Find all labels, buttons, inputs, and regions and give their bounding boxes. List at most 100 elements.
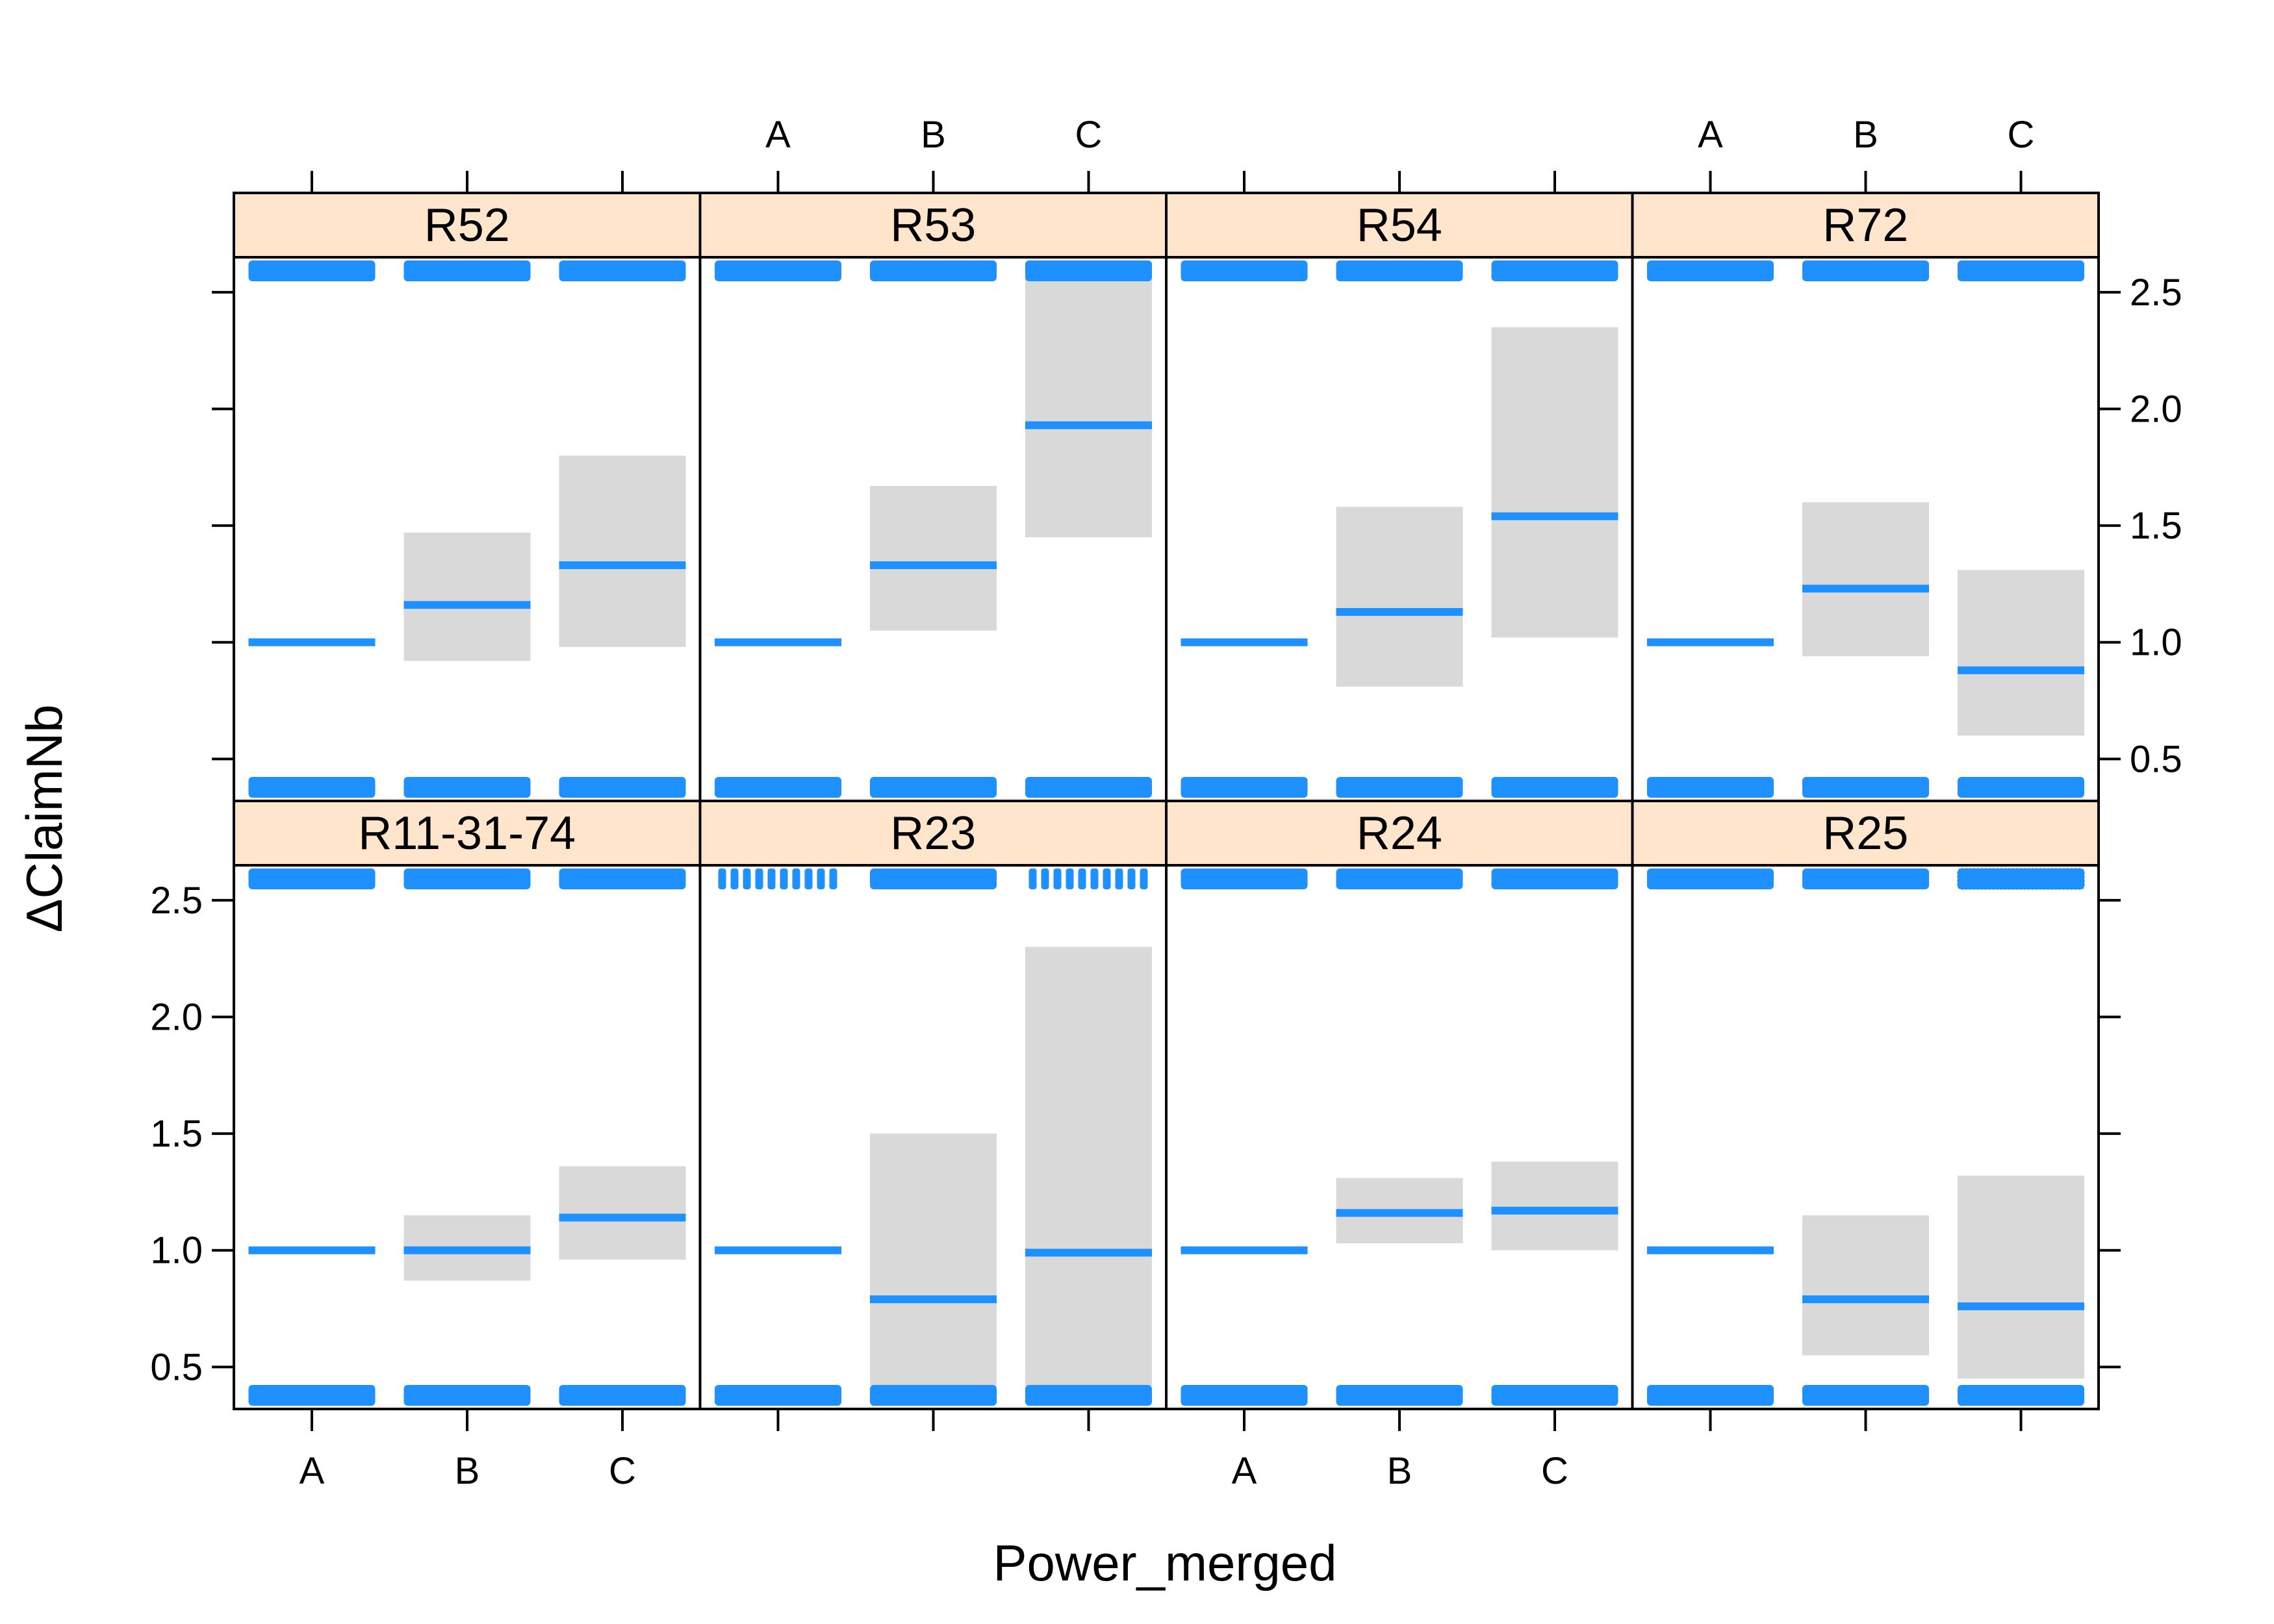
rug-bottom-b	[870, 777, 997, 798]
rug-tick	[755, 869, 763, 889]
rug-top-b	[870, 869, 997, 889]
strip	[1631, 800, 2100, 867]
rug-bottom-a	[248, 1385, 376, 1406]
rug-bottom-b	[403, 1385, 531, 1406]
rug-top-c	[1957, 868, 2085, 890]
rug-bottom-a	[715, 777, 841, 798]
panel-r52: R52	[212, 171, 702, 802]
x-tick-label: C	[1541, 1450, 1568, 1492]
interval-band-b	[1336, 507, 1463, 687]
rug-bottom-a	[248, 777, 376, 798]
rug-top-c	[1028, 869, 1148, 889]
y-tick-label: 2.0	[150, 996, 203, 1038]
interval-band-c	[559, 1166, 686, 1260]
interval-band-b	[1802, 1215, 1929, 1356]
interval-band-b	[403, 532, 531, 661]
panel-r72: R72 0.5 1.0 1.5 2.0 2.5 A B C	[1631, 114, 2182, 802]
rug-top-b	[1336, 260, 1463, 281]
rug-top-c	[1491, 869, 1618, 889]
x-tick-label: B	[1387, 1450, 1412, 1492]
panel-border	[233, 864, 702, 1410]
rug-bottom-b	[1802, 1385, 1929, 1406]
y-tick-label: 0.5	[150, 1346, 203, 1388]
panel-border	[1165, 864, 1634, 1410]
x-tick-label: A	[765, 114, 791, 156]
rug-top-c	[559, 869, 686, 889]
rug-top-a	[718, 869, 837, 889]
rug-bottom-c	[1491, 1385, 1618, 1406]
x-tick-label: A	[300, 1450, 325, 1492]
x-tick-label: A	[1232, 1450, 1257, 1492]
interval-band-c	[1958, 1175, 2084, 1379]
rug-top-b	[403, 260, 531, 281]
rug-bottom-c	[1958, 1385, 2084, 1406]
interval-band-c	[1958, 570, 2084, 736]
interval-band-c	[1025, 946, 1152, 1386]
rug-top-c	[1958, 260, 2084, 281]
rug-bottom-c	[1025, 777, 1152, 798]
rug-bottom-b	[403, 777, 531, 798]
strip	[698, 192, 1168, 259]
x-tick-label: C	[609, 1450, 636, 1492]
rug-top-a	[1181, 869, 1308, 889]
rug-bottom-a	[1181, 777, 1308, 798]
rug-tick	[780, 869, 788, 889]
rug-tick	[718, 869, 726, 889]
rug-top-c	[1491, 260, 1618, 281]
rug-bottom-c	[1491, 777, 1618, 798]
rug-top-a	[248, 260, 376, 281]
x-tick-label: C	[2008, 114, 2035, 156]
strip-label: R52	[424, 199, 510, 251]
rug-bottom-c	[1025, 1385, 1152, 1406]
strip-label: R72	[1822, 199, 1908, 251]
x-axis-title: Power_merged	[993, 1534, 1337, 1592]
rug-top-b	[1802, 260, 1929, 281]
strip-label: R11-31-74	[358, 807, 576, 859]
rug-top-c	[1025, 260, 1152, 281]
strip-label: R54	[1357, 199, 1442, 251]
y-tick-label: 1.5	[150, 1113, 203, 1155]
interval-band-c	[1491, 327, 1618, 638]
panel-r11-31-74: R11-31-74 0.5 1.0 1.5 2.0 2.5 A B C	[150, 800, 702, 1492]
rug-tick	[829, 869, 837, 889]
rug-bottom-a	[1181, 1385, 1308, 1406]
rug-top-a	[248, 869, 376, 889]
y-tick-label: 2.5	[2130, 272, 2182, 314]
strip-label: R24	[1357, 807, 1442, 859]
rug-tick	[1103, 869, 1111, 889]
y-tick-label: 1.5	[2130, 505, 2182, 547]
y-tick-label: 2.0	[2130, 388, 2182, 430]
strip	[1631, 192, 2100, 259]
interval-band-c	[559, 455, 686, 647]
rug-tick	[767, 869, 776, 889]
strip-label: R25	[1822, 807, 1908, 859]
rug-tick	[730, 869, 739, 889]
rug-tick	[743, 869, 751, 889]
rug-tick	[1127, 869, 1136, 889]
rug-bottom-b	[870, 1385, 997, 1406]
rug-tick	[1140, 869, 1148, 889]
y-tick-label: 1.0	[2130, 622, 2182, 664]
rug-bottom-b	[1802, 777, 1929, 798]
y-tick-label: 2.5	[150, 880, 203, 922]
strip-label: R53	[890, 199, 976, 251]
interval-band-b	[1802, 502, 1929, 657]
rug-bottom-b	[1336, 777, 1463, 798]
x-tick-label: B	[921, 114, 946, 156]
x-tick-label: A	[1698, 114, 1723, 156]
rug-bottom-a	[715, 1385, 841, 1406]
rug-bottom-a	[1647, 1385, 1774, 1406]
rug-tick	[1041, 869, 1049, 889]
rug-bottom-a	[1647, 777, 1774, 798]
rug-tick	[792, 869, 800, 889]
x-tick-label: B	[455, 1450, 480, 1492]
interval-band-c	[1025, 278, 1152, 538]
rug-top-b	[1802, 869, 1929, 889]
rug-tick	[1066, 869, 1074, 889]
rug-top-b	[403, 869, 531, 889]
panel-r54: R54	[1165, 171, 1634, 802]
y-tick-label: 1.0	[150, 1230, 203, 1272]
strip	[233, 800, 702, 867]
